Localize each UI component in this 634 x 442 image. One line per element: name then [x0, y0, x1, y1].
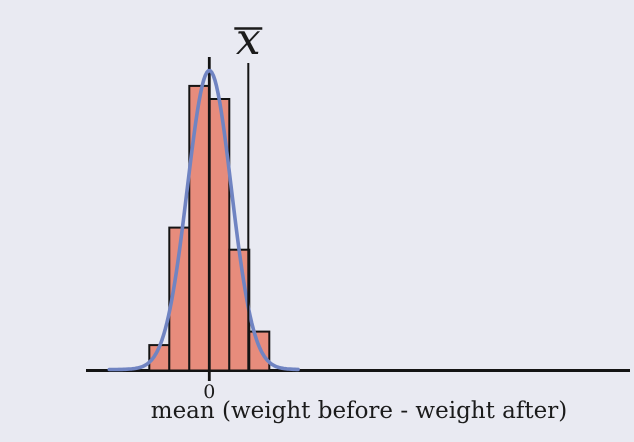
histogram-bar — [228, 248, 251, 372]
zero-tick-label: 0 — [203, 381, 215, 403]
x-axis-title: mean (weight before - weight after) — [151, 398, 567, 424]
normal-curve — [107, 68, 300, 372]
xbar-label: x — [236, 14, 261, 65]
histogram-bar — [188, 84, 211, 372]
